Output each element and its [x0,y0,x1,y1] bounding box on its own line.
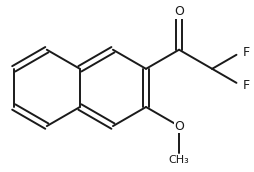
Text: O: O [174,5,184,18]
Text: F: F [243,46,250,59]
Text: O: O [174,120,184,133]
Text: F: F [243,79,250,92]
Text: CH₃: CH₃ [169,155,189,165]
